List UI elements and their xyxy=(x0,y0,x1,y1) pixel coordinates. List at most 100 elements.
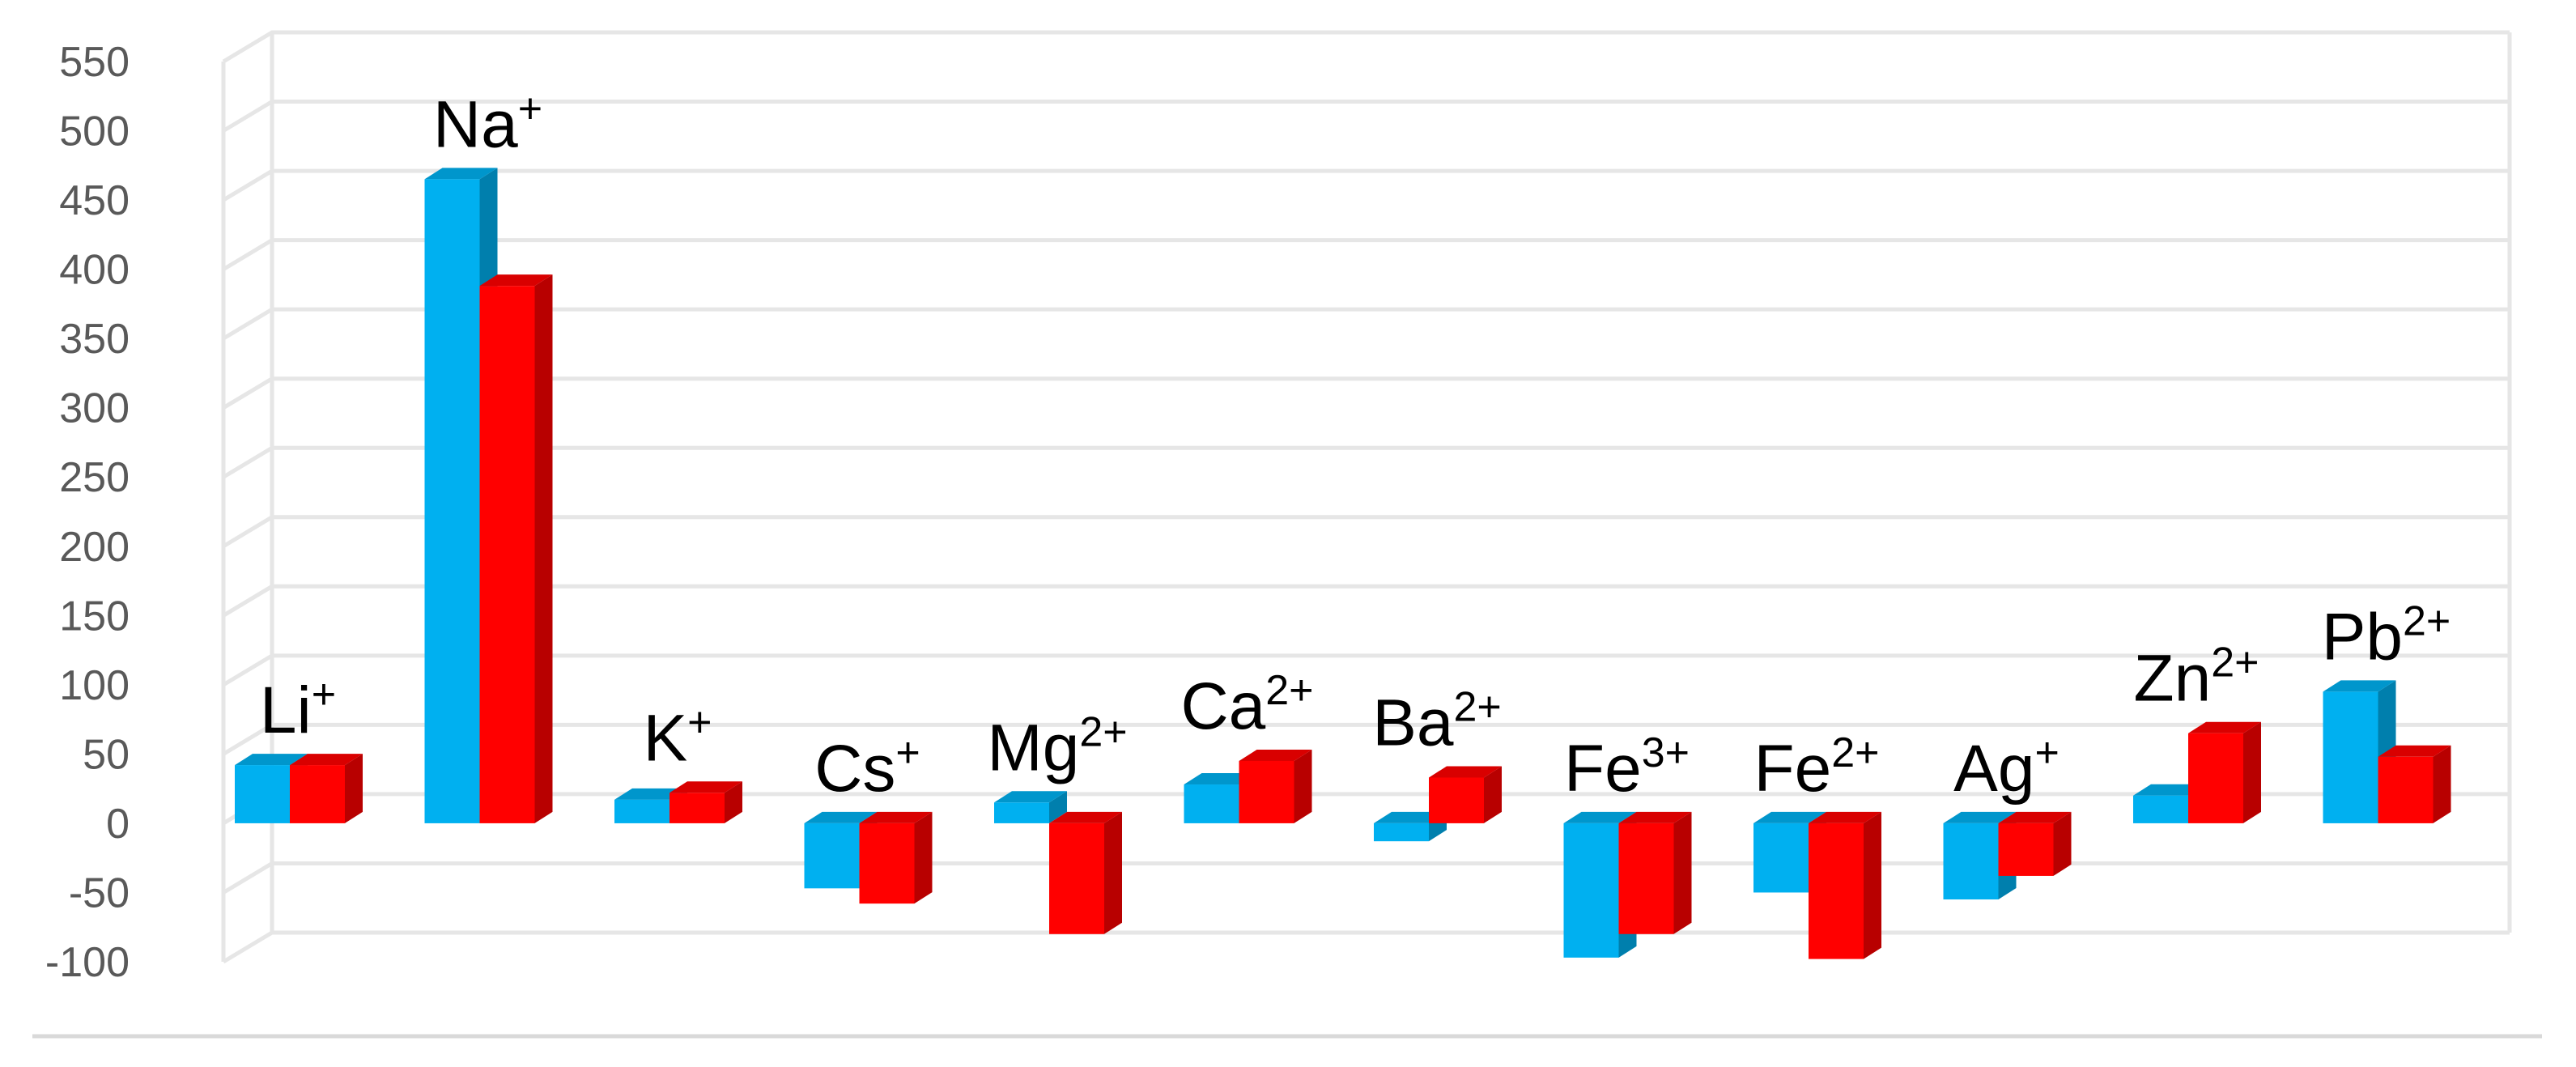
y-tick-label: 400 xyxy=(59,247,130,294)
bar-top xyxy=(1753,811,1826,823)
bar-side xyxy=(1673,811,1692,934)
bar-front xyxy=(2188,733,2243,823)
category-charge: 3+ xyxy=(1642,729,1690,776)
category-label: Ba2+ xyxy=(1372,683,1502,759)
bar-front xyxy=(1753,823,1809,893)
bar-front xyxy=(1374,823,1429,842)
category-charge: 2+ xyxy=(1265,667,1313,714)
bar xyxy=(994,791,1067,823)
bar-front xyxy=(1943,823,1999,900)
category-label: Ag+ xyxy=(1953,729,2060,806)
gridline xyxy=(222,376,2510,410)
y-tick-label: 450 xyxy=(59,177,130,224)
category-charge: 2+ xyxy=(2211,640,2259,687)
bar-front xyxy=(479,286,535,823)
bar-top xyxy=(859,811,933,823)
bar-front xyxy=(290,765,345,823)
category-charge: + xyxy=(312,671,336,718)
y-tick-label: -50 xyxy=(69,869,130,916)
bar-side xyxy=(1484,766,1502,823)
category-charge: 2+ xyxy=(1079,708,1127,755)
bar-front xyxy=(235,765,290,823)
y-tick-label: 550 xyxy=(59,39,130,86)
bar xyxy=(290,754,363,823)
bar xyxy=(859,811,933,904)
y-tick-label: 200 xyxy=(59,524,130,571)
bar-top xyxy=(1998,811,2072,823)
category-charge: + xyxy=(2034,729,2059,776)
category-label: Fe3+ xyxy=(1564,729,1690,806)
bar-top xyxy=(1184,773,1257,785)
bar xyxy=(1239,749,1312,823)
bar-front xyxy=(2323,691,2378,823)
bar-top xyxy=(1618,811,1692,823)
category-charge: 2+ xyxy=(1831,729,1879,776)
gridline xyxy=(222,515,2510,548)
bar xyxy=(479,274,553,823)
category-base: Fe xyxy=(1564,732,1642,806)
category-base: Ca xyxy=(1180,670,1265,743)
y-tick-label: 150 xyxy=(59,593,130,640)
bar-top xyxy=(994,791,1067,803)
bar-top xyxy=(804,811,878,823)
y-tick-label: 300 xyxy=(59,385,130,432)
category-label: Pb2+ xyxy=(2322,597,2451,674)
category-base: Li xyxy=(260,674,312,747)
y-tick-label: 350 xyxy=(59,316,130,363)
bar-front xyxy=(424,179,480,823)
category-base: Ag xyxy=(1953,732,2034,806)
gridline xyxy=(222,930,2510,964)
y-tick-label: 0 xyxy=(106,801,130,848)
bar-top xyxy=(479,274,553,287)
bar-front xyxy=(1998,823,2054,876)
bars xyxy=(235,168,2451,959)
bar-front xyxy=(1239,760,1294,823)
category-label: K+ xyxy=(643,699,712,775)
gridline xyxy=(222,168,2510,202)
bar-top xyxy=(1943,811,2017,823)
gridlines xyxy=(32,30,2542,1039)
category-base: Cs xyxy=(814,732,895,806)
gridline xyxy=(222,307,2510,341)
bar xyxy=(1809,811,1881,959)
category-base: Fe xyxy=(1754,732,1832,806)
category-charge: 2+ xyxy=(1454,683,1502,730)
y-tick-label: 500 xyxy=(59,108,130,155)
bar-top xyxy=(235,754,308,766)
category-label: Cs+ xyxy=(814,729,920,806)
bar-top xyxy=(1239,749,1312,761)
bar-front xyxy=(1184,784,1239,823)
category-base: K xyxy=(643,701,687,775)
category-base: Mg xyxy=(987,711,1079,784)
bar-side xyxy=(1104,811,1122,934)
bar-side xyxy=(914,811,933,904)
bar-front xyxy=(994,802,1049,823)
gridline xyxy=(222,238,2510,271)
bar-front xyxy=(670,793,725,823)
bar-side xyxy=(1294,749,1312,823)
gridline xyxy=(222,722,2510,756)
bar-side xyxy=(725,781,742,823)
category-charge: + xyxy=(518,85,542,132)
bar-top xyxy=(1563,811,1637,823)
category-label: Ca2+ xyxy=(1180,667,1313,743)
bar-front xyxy=(1809,823,1864,959)
bar-side xyxy=(2243,721,2261,823)
bar xyxy=(1618,811,1692,934)
bar-top xyxy=(290,754,363,766)
bar-top xyxy=(2323,680,2396,692)
category-charge: + xyxy=(687,699,712,746)
bar-top xyxy=(614,788,687,800)
bar xyxy=(1943,811,2017,900)
bar-front xyxy=(614,799,670,823)
category-labels: Li+Na+K+Cs+ Mg2+ Ca2+ Ba2+Fe3+ Fe2+ Ag+Zn2+ Pb… xyxy=(260,85,2451,806)
category-label: Zn2+ xyxy=(2134,640,2259,716)
gridline xyxy=(222,584,2510,618)
bar-front xyxy=(2133,795,2188,823)
category-label: Na+ xyxy=(433,85,542,161)
gridline xyxy=(222,100,2510,133)
bar-top xyxy=(2133,784,2206,796)
